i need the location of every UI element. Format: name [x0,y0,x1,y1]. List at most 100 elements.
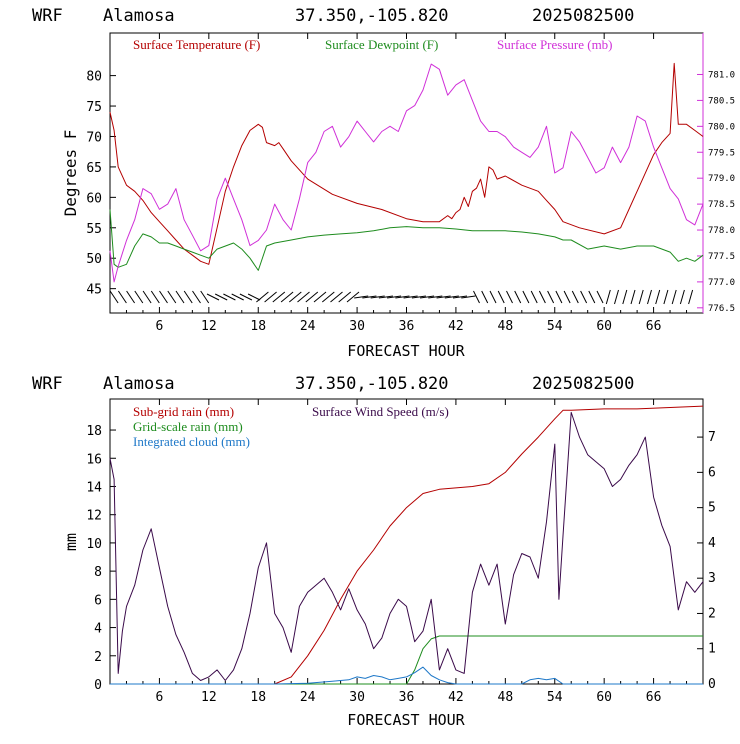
wind-barb [489,290,497,304]
p1-plot-frame [109,32,704,314]
wind-barb [321,291,335,303]
wind-barb [530,290,538,304]
wind-barb [362,295,377,299]
p2-xtick-label: 66 [646,690,662,705]
p1-model: WRF [32,6,63,26]
wind-barb [338,291,352,303]
p2-legend-cloud: Integrated cloud (mm) [133,434,250,449]
wind-barb [428,295,443,299]
p2-xtick-label: 24 [300,690,316,705]
wind-barb [167,290,177,304]
p2-legend-gridrain: Grid-scale rain (mm) [133,419,243,434]
wind-barb [563,290,571,304]
wind-barb [588,290,596,304]
wind-barb [420,295,435,299]
p2-y2tick-label: 6 [708,465,716,480]
p2-xtick-label: 12 [201,690,217,705]
wind-barb [264,291,277,303]
p2-ytick-label: 18 [86,424,102,439]
p1-series-line-temp [109,62,704,265]
wind-barb [655,289,661,305]
p1-series-line-press [109,63,704,283]
p1-xtick-label: 48 [498,319,514,334]
wind-barb [497,290,505,304]
wind-barb [247,293,261,301]
p2-xtick-label: 36 [399,690,415,705]
wind-barb [142,290,152,304]
wind-barb [663,289,669,305]
p1-ytick-label: 45 [86,283,102,298]
wind-barb [109,290,119,304]
wind-barb [370,295,385,299]
p2-xtick-label: 30 [349,690,365,705]
p1-xtick-label: 54 [547,319,563,334]
p2-ylabel: mm [62,533,80,551]
p1-y2tick-label: 780.0 [708,122,735,132]
p2-ytick-label: 0 [94,678,102,693]
wind-barb [288,291,302,303]
wind-barb [354,295,369,299]
wind-barb [605,289,611,305]
p2-xtick-label: 54 [547,690,563,705]
p1-legend-temp: Surface Temperature (F) [133,37,260,52]
wind-barb [192,290,201,304]
wind-barb [206,293,220,301]
p2-date: 2025082500 [532,374,634,394]
p1-y2tick-label: 780.5 [708,96,735,106]
wind-barb [411,295,426,299]
p2-series-line-subrain [110,405,704,685]
wind-barb [378,295,393,299]
wind-barb [671,289,677,305]
wind-barb [522,290,530,304]
p1-xtick-label: 24 [300,319,316,334]
wind-barb [231,293,244,301]
wind-barb [436,295,451,299]
wind-barb [134,290,144,304]
wind-barb [183,290,193,304]
p2-ytick-label: 16 [86,452,102,467]
p2-xtick-label: 18 [250,690,266,705]
p1-xtick-label: 18 [250,319,266,334]
p1-coords: 37.350,-105.820 [295,6,449,26]
p1-legend-dew: Surface Dewpoint (F) [325,37,438,52]
p1-ytick-label: 50 [86,252,102,267]
p2-ytick-label: 2 [94,650,102,665]
wind-barb [305,291,319,303]
wind-barb [688,289,694,305]
p1-site: Alamosa [103,6,175,26]
wind-barb [126,290,136,304]
wind-barb [159,290,168,304]
p2-xtick-label: 42 [448,690,464,705]
wind-barb [580,290,588,304]
p2-xtick-label: 48 [498,690,514,705]
wind-barb [596,290,604,304]
p2-y2tick-label: 5 [708,501,716,516]
p2-lines [109,405,704,685]
p2-ytick-label: 6 [94,593,102,608]
p2-ticks: 6 12 18 24 30 36 42 48 54 60 660246810121416180123… [86,399,716,705]
p2-series-line-cloud [110,666,703,685]
p2-ytick-label: 8 [94,565,102,580]
p1-y2tick-label: 778.0 [708,226,735,236]
p2-xtick-label: 6 [156,690,164,705]
p1-xtick-label: 6 [156,319,164,334]
p2-coords: 37.350,-105.820 [295,374,449,394]
p1-xtick-label: 60 [596,319,612,334]
p1-xtick-label: 12 [201,319,217,334]
wind-barb [444,295,459,299]
p1-ytick-label: 65 [86,161,102,176]
p2-series-line-wind [109,411,704,681]
p2-xlabel: FORECAST HOUR [347,711,465,729]
wind-barb [473,290,480,304]
wind-barb [679,289,685,305]
wind-barb [614,289,619,305]
wind-barb [200,290,210,304]
p1-ytick-label: 55 [86,222,102,237]
wind-barb [395,295,410,299]
p2-y2tick-label: 3 [708,571,716,586]
wind-barb [622,289,628,305]
p1-y2tick-label: 776.5 [708,304,735,314]
p2-ytick-label: 10 [86,537,102,552]
wind-barb [272,291,286,303]
